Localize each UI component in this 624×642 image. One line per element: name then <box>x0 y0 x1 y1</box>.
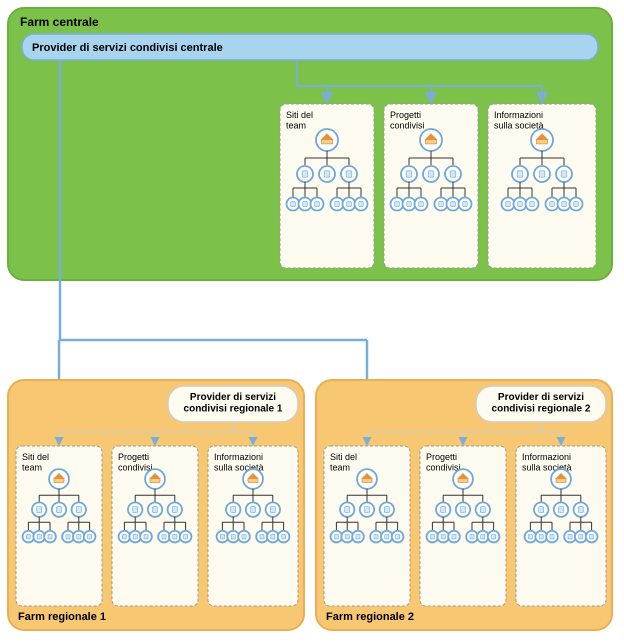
diagram-svg: Farm centrale Provider di servizi condivi… <box>0 0 624 642</box>
svg-text:Progetticondivisi: Progetticondivisi <box>390 110 425 130</box>
svg-text:Progetticondivisi: Progetticondivisi <box>118 452 153 472</box>
svg-text:Informazionisulla società: Informazionisulla società <box>494 110 544 130</box>
svg-text:Farm centrale: Farm centrale <box>20 15 99 29</box>
svg-text:Farm regionale 1: Farm regionale 1 <box>18 611 106 623</box>
svg-text:Provider di servizi condivisi: Provider di servizi condivisi centrale <box>32 42 223 54</box>
svg-text:Provider di servizicondivisi r: Provider di servizicondivisi regionale 2 <box>492 392 591 415</box>
svg-text:Farm regionale 2: Farm regionale 2 <box>326 611 414 623</box>
svg-text:Provider di servizicondivisi r: Provider di servizicondivisi regionale 1 <box>184 392 283 415</box>
svg-text:Progetticondivisi: Progetticondivisi <box>426 452 461 472</box>
